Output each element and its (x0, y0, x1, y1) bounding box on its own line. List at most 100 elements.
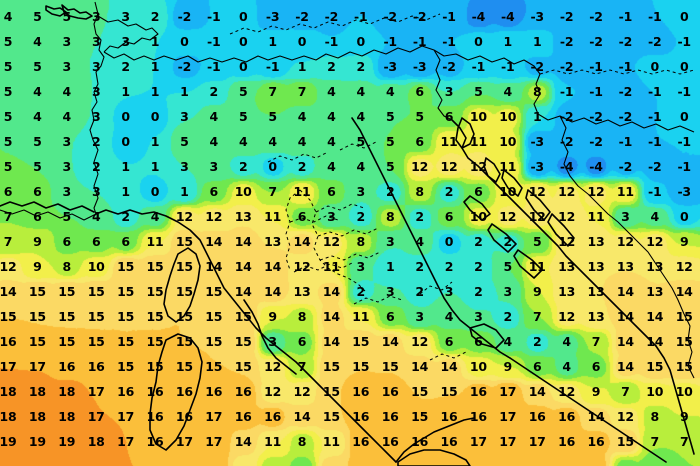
grid-value: 5 (385, 158, 395, 174)
grid-value: 15 (234, 358, 252, 374)
grid-value: 15 (675, 358, 693, 374)
grid-value: 4 (650, 208, 660, 224)
grid-value: 17 (87, 408, 105, 424)
grid-value: 3 (180, 108, 189, 124)
grid-value: 16 (528, 408, 546, 424)
grid-value: 1 (297, 58, 307, 74)
grid-value: -1 (412, 33, 427, 49)
grid-value: 6 (3, 183, 13, 199)
grid-value: 15 (58, 333, 76, 349)
grid-value: 5 (238, 83, 248, 99)
grid-value: 12 (293, 383, 311, 399)
grid-value: 11 (293, 183, 311, 199)
grid-value: 2 (209, 83, 219, 99)
grid-value: 1 (180, 183, 189, 199)
grid-value: 0 (238, 33, 248, 49)
grid-value: 18 (0, 408, 17, 424)
grid-value: 4 (444, 308, 454, 324)
grid-value: 1 (121, 158, 130, 174)
grid-value: 15 (28, 283, 46, 299)
grid-value: 15 (146, 333, 164, 349)
grid-value: 9 (532, 283, 542, 299)
grid-value: -2 (618, 33, 633, 49)
grid-value: 15 (87, 333, 105, 349)
grid-value: 17 (205, 433, 223, 449)
grid-value: 10 (675, 383, 693, 399)
grid-value: 2 (121, 58, 130, 74)
grid-value: 2 (356, 58, 366, 74)
grid-value: 3 (62, 58, 72, 74)
grid-value: 1 (532, 33, 542, 49)
grid-value: 2 (297, 158, 307, 174)
grid-value: -1 (618, 133, 633, 149)
grid-value: -1 (677, 133, 691, 149)
grid-value: 13 (587, 283, 605, 299)
grid-value: 16 (117, 383, 135, 399)
grid-value: 15 (117, 258, 135, 274)
grid-value: 0 (150, 108, 160, 124)
grid-value: 1 (180, 83, 189, 99)
grid-value: 2 (91, 133, 101, 149)
grid-value: 2 (474, 233, 483, 249)
grid-value: 15 (146, 308, 164, 324)
grid-value: 5 (3, 33, 13, 49)
grid-value: 10 (499, 108, 517, 124)
grid-value: 5 (33, 58, 42, 74)
grid-value: 12 (264, 358, 282, 374)
grid-value: 15 (0, 308, 17, 324)
grid-value: 2 (415, 283, 424, 299)
grid-value: -1 (589, 58, 603, 74)
grid-value: -1 (471, 58, 486, 74)
grid-value: 11 (587, 208, 605, 224)
grid-value: 0 (474, 33, 483, 49)
grid-value: 2 (121, 208, 130, 224)
grid-value: 12 (499, 208, 517, 224)
grid-value: 7 (591, 333, 601, 349)
grid-value: 13 (558, 258, 576, 274)
grid-value: 15 (205, 333, 223, 349)
grid-value: 15 (205, 283, 223, 299)
grid-value: 15 (146, 258, 164, 274)
grid-value: -2 (618, 108, 633, 124)
grid-value: 0 (150, 183, 160, 199)
grid-value: 16 (234, 408, 252, 424)
italy-internal-region-border (267, 141, 467, 361)
grid-value: -3 (412, 58, 427, 74)
montenegro-albania-coast (655, 345, 695, 455)
grid-value: 3 (444, 283, 454, 299)
grid-value: -1 (207, 58, 221, 74)
grid-value: 14 (440, 358, 458, 374)
grid-value: 2 (532, 333, 542, 349)
grid-value: 14 (322, 333, 340, 349)
pyrenees-coast (0, 201, 95, 213)
grid-value: 15 (381, 358, 399, 374)
grid-value: -2 (442, 58, 456, 74)
grid-value: 15 (352, 333, 370, 349)
grid-value: 17 (528, 433, 546, 449)
grid-value: 12 (322, 233, 340, 249)
grid-value: 15 (411, 408, 429, 424)
grid-value: 14 (646, 308, 664, 324)
grid-value: 18 (28, 408, 46, 424)
grid-value: 17 (499, 408, 517, 424)
grid-value: 1 (385, 258, 395, 274)
grid-value: 17 (117, 408, 135, 424)
grid-value: 5 (415, 108, 424, 124)
grid-value: 13 (558, 283, 576, 299)
grid-value: 10 (469, 108, 487, 124)
grid-value: 5 (3, 58, 13, 74)
grid-value: 6 (297, 333, 307, 349)
umbria-lazio-border (289, 215, 355, 273)
grid-value: 12 (411, 333, 429, 349)
grid-value: -1 (677, 158, 691, 174)
grid-value: 16 (87, 358, 105, 374)
grid-value: -2 (324, 8, 339, 24)
alpine-main-border (103, 45, 435, 63)
grid-value: 15 (175, 283, 193, 299)
grid-value: 3 (444, 83, 454, 99)
grid-value: 12 (558, 308, 576, 324)
grid-value: 10 (234, 183, 252, 199)
grid-value: 4 (297, 108, 307, 124)
grid-value: 16 (146, 433, 164, 449)
